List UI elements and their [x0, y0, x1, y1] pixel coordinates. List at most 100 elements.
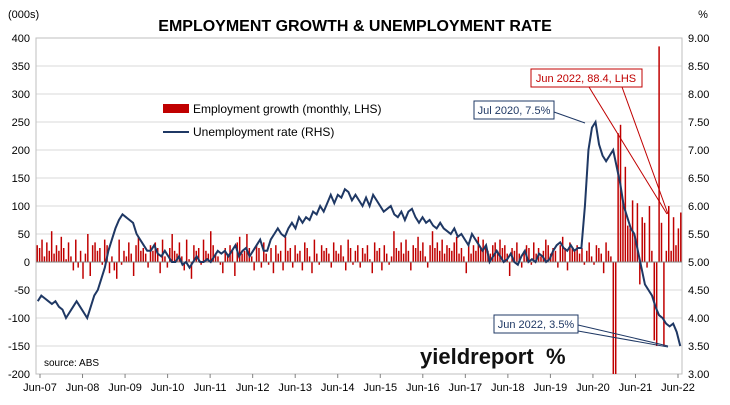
employment-bar — [128, 242, 130, 262]
employment-bar — [627, 225, 629, 262]
left-tick-label: 200 — [12, 145, 30, 157]
employment-bar — [330, 262, 333, 268]
employment-bar — [347, 239, 349, 262]
employment-bar — [590, 256, 593, 262]
x-tick-label: Jun-09 — [108, 382, 142, 394]
legend-bar-label: Employment growth (monthly, LHS) — [193, 102, 382, 116]
employment-bar — [583, 262, 586, 265]
employment-bar — [166, 262, 169, 268]
employment-bar — [296, 253, 299, 262]
employment-bar — [234, 262, 236, 276]
employment-bar — [156, 248, 159, 262]
employment-bar — [660, 222, 663, 262]
employment-bar — [675, 245, 677, 262]
employment-bar — [263, 242, 265, 262]
annotation-jun2022-rate: Jun 2022, 3.5% — [493, 314, 669, 348]
employment-bar — [340, 245, 342, 262]
employment-bar — [395, 248, 398, 262]
employment-bar — [212, 245, 214, 262]
employment-bar — [414, 248, 417, 262]
employment-bar — [381, 262, 383, 271]
employment-bar — [205, 250, 207, 262]
employment-bar — [670, 250, 672, 262]
employment-bar — [65, 259, 67, 262]
employment-bar — [475, 250, 477, 262]
employment-bar — [316, 253, 318, 262]
employment-bar — [446, 245, 448, 262]
employment-bar — [58, 250, 60, 262]
employment-bar — [465, 262, 468, 274]
employment-bar — [496, 250, 499, 262]
annotation-leader — [577, 324, 669, 347]
employment-bar — [554, 250, 557, 262]
left-tick-label: 150 — [12, 173, 30, 185]
right-tick-label: 8.00 — [688, 89, 709, 101]
employment-bar — [366, 245, 369, 262]
employment-bar — [41, 239, 43, 262]
employment-bar — [260, 262, 263, 268]
annotation-leader — [621, 86, 669, 215]
employment-bar — [137, 236, 140, 262]
left-tick-label: -200 — [8, 369, 30, 381]
employment-bar — [417, 236, 419, 262]
employment-bar — [147, 262, 149, 268]
employment-bar — [612, 262, 615, 374]
right-tick-label: 9.00 — [688, 33, 709, 45]
employment-bar — [183, 262, 185, 271]
employment-bar — [243, 250, 246, 262]
employment-bar — [634, 236, 636, 262]
x-tick-label: Jun-12 — [236, 382, 270, 394]
right-tick-label: 8.50 — [688, 61, 709, 73]
employment-bar — [369, 259, 371, 262]
employment-bar — [222, 262, 224, 274]
employment-bar — [289, 248, 292, 262]
x-tick-label: Jun-16 — [406, 382, 440, 394]
employment-bar — [552, 248, 554, 262]
employment-bar — [113, 262, 116, 271]
employment-bar — [125, 256, 128, 262]
left-tick-label: -100 — [8, 313, 30, 325]
x-axis-ticks: Jun-07 Jun-08 Jun-09 Jun-10 Jun-11 Jun-12 Jun-… — [23, 374, 695, 394]
employment-bar — [149, 245, 152, 262]
employment-bar — [451, 250, 453, 262]
employment-bar — [70, 256, 72, 262]
employment-bar — [328, 253, 330, 262]
employment-bar — [593, 262, 595, 265]
employment-bar — [569, 242, 571, 262]
employment-bar — [614, 262, 617, 374]
employment-bar — [364, 253, 366, 262]
employment-bar — [277, 253, 279, 262]
left-tick-label: 300 — [12, 89, 30, 101]
employment-bar — [598, 248, 600, 262]
employment-bar — [361, 248, 364, 262]
employment-bar — [337, 253, 340, 262]
employment-bar — [578, 253, 581, 262]
employment-bar — [241, 253, 243, 262]
employment-bar — [152, 250, 154, 262]
employment-bar — [111, 256, 113, 262]
employment-bar — [581, 248, 583, 262]
employment-bar — [680, 212, 682, 262]
employment-bar — [270, 248, 272, 262]
annotation-jun2022-employment: Jun 2022, 88.4, LHS — [530, 68, 669, 215]
employment-bar — [130, 253, 132, 262]
employment-bar — [116, 262, 118, 279]
employment-bar — [533, 242, 535, 262]
employment-bar — [658, 46, 660, 263]
employment-bar — [82, 262, 84, 279]
employment-bar — [436, 242, 439, 262]
employment-bar — [287, 250, 289, 262]
employment-bar — [275, 245, 277, 262]
employment-bar — [518, 253, 521, 262]
annotation-text: Jul 2020, 7.5% — [478, 105, 551, 117]
employment-bar — [540, 256, 542, 262]
employment-bar — [325, 248, 328, 262]
employment-bar — [311, 262, 313, 274]
employment-bar — [441, 239, 443, 262]
employment-bar — [639, 262, 641, 285]
left-tick-label: -50 — [14, 285, 30, 297]
employment-bar — [622, 200, 624, 262]
employment-bar — [530, 262, 533, 265]
